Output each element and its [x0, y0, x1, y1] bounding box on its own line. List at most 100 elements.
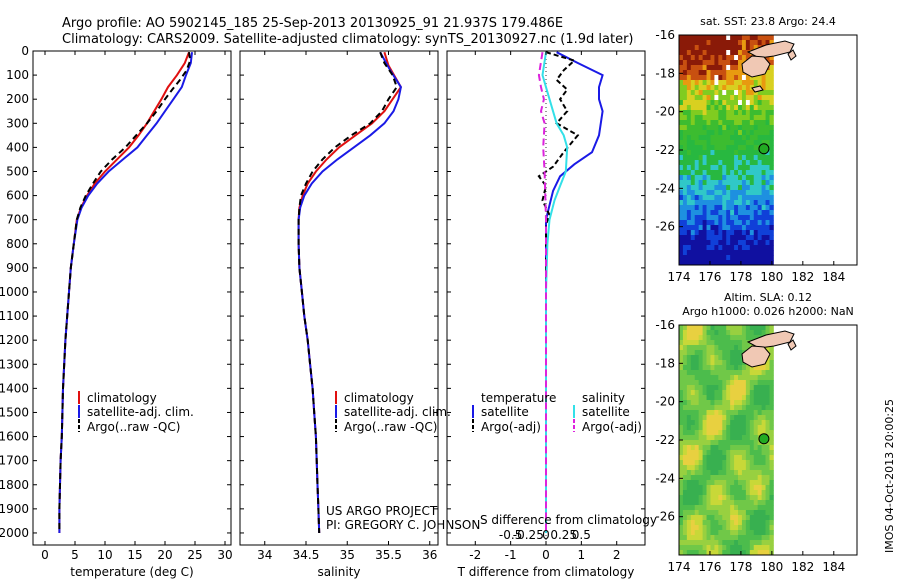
heatmap-cell — [698, 215, 703, 221]
heatmap-cell — [741, 370, 747, 376]
heatmap-cell — [749, 160, 755, 166]
heatmap-cell — [765, 465, 770, 471]
heatmap-cell — [686, 450, 692, 456]
heatmap-cell — [702, 120, 707, 126]
heatmap-cell — [730, 350, 735, 356]
heatmap-cell — [769, 545, 774, 551]
heatmap-cell — [726, 430, 731, 436]
heatmap-cell — [741, 110, 747, 116]
heatmap-cell — [694, 355, 700, 361]
heatmap-cell — [722, 205, 727, 211]
heatmap-cell — [706, 55, 711, 61]
heatmap-cell — [706, 260, 711, 266]
heatmap-cell — [757, 330, 763, 336]
heatmap-cell — [726, 400, 731, 406]
heatmap-cell — [749, 90, 755, 96]
heatmap-cell — [679, 350, 684, 356]
heatmap-cell — [698, 500, 703, 506]
heatmap-cell — [745, 180, 751, 186]
heatmap-cell — [679, 195, 684, 201]
heatmap-cell — [757, 140, 763, 146]
heatmap-cell — [710, 370, 715, 376]
heatmap-cell — [753, 80, 759, 86]
heatmap-cell — [745, 140, 751, 146]
heatmap-cell — [690, 125, 696, 131]
heatmap-cell — [702, 410, 707, 416]
heatmap-cell — [702, 115, 707, 121]
heatmap-cell — [730, 245, 735, 251]
heatmap-cell — [710, 245, 715, 251]
heatmap-cell — [738, 405, 743, 411]
heatmap-cell — [749, 470, 755, 476]
salinity-tick-label: 35 — [340, 548, 355, 562]
heatmap-cell — [686, 400, 692, 406]
heatmap-cell — [686, 350, 692, 356]
heatmap-cell — [749, 145, 755, 151]
heatmap-cell — [698, 110, 703, 116]
heatmap-cell — [714, 385, 719, 391]
heatmap-cell — [753, 500, 759, 506]
heatmap-cell — [714, 115, 719, 121]
heatmap-cell — [745, 405, 751, 411]
heatmap-cell — [765, 205, 770, 211]
heatmap-cell — [686, 480, 692, 486]
heatmap-cell — [769, 525, 774, 531]
heatmap-cell — [714, 515, 719, 521]
heatmap-cell — [698, 550, 703, 556]
heatmap-cell — [682, 330, 688, 336]
heatmap-cell — [718, 190, 723, 196]
heatmap-cell — [690, 435, 696, 441]
heatmap-cell — [761, 115, 766, 121]
heatmap-cell — [679, 550, 684, 556]
heatmap-cell — [679, 360, 684, 366]
heatmap-cell — [738, 220, 743, 226]
heatmap-cell — [730, 540, 735, 546]
heatmap-cell — [741, 395, 747, 401]
heatmap-cell — [726, 490, 731, 496]
heatmap-cell — [710, 505, 715, 511]
heatmap-cell — [749, 490, 755, 496]
heatmap-cell — [753, 125, 759, 131]
heatmap-cell — [741, 325, 747, 331]
heatmap-cell — [706, 110, 711, 116]
heatmap-cell — [726, 110, 731, 116]
heatmap-cell — [753, 535, 759, 541]
heatmap-cell — [749, 535, 755, 541]
heatmap-cell — [757, 130, 763, 136]
heatmap-cell — [730, 530, 735, 536]
heatmap-cell — [690, 360, 696, 366]
heatmap-cell — [718, 55, 723, 61]
heatmap-cell — [702, 80, 707, 86]
heatmap-cell — [769, 505, 774, 511]
heatmap-cell — [718, 205, 723, 211]
heatmap-cell — [718, 490, 723, 496]
heatmap-cell — [686, 335, 692, 341]
heatmap-cell — [741, 365, 747, 371]
heatmap-cell — [718, 410, 723, 416]
heatmap-cell — [698, 505, 703, 511]
heatmap-cell — [730, 495, 735, 501]
heatmap-cell — [757, 515, 763, 521]
heatmap-cell — [761, 90, 766, 96]
heatmap-cell — [694, 95, 700, 101]
heatmap-cell — [682, 520, 688, 526]
heatmap-cell — [761, 415, 766, 421]
heatmap-cell — [738, 500, 743, 506]
heatmap-cell — [765, 90, 770, 96]
heatmap-cell — [734, 65, 739, 71]
heatmap-cell — [698, 260, 703, 266]
heatmap-cell — [738, 250, 743, 256]
heatmap-cell — [722, 350, 727, 356]
heatmap-cell — [710, 35, 715, 41]
heatmap-cell — [718, 355, 723, 361]
heatmap-cell — [726, 215, 731, 221]
heatmap-cell — [738, 400, 743, 406]
heatmap-cell — [761, 130, 766, 136]
heatmap-cell — [690, 535, 696, 541]
heatmap-cell — [698, 415, 703, 421]
heatmap-cell — [734, 80, 739, 86]
heatmap-cell — [726, 105, 731, 111]
heatmap-cell — [757, 235, 763, 241]
heatmap-cell — [734, 350, 739, 356]
heatmap-cell — [753, 130, 759, 136]
